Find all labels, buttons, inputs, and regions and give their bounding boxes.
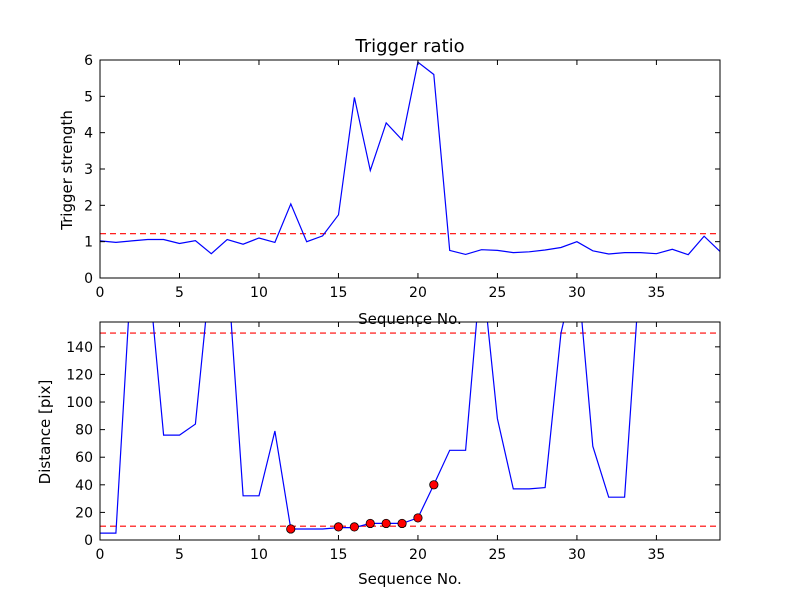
trigger-y-tick-label: 2 <box>84 198 93 214</box>
distance-x-tick-label: 30 <box>568 547 586 563</box>
distance-chart: Sequence No. Distance [pix] 0 5 10 15 20 25 30… <box>36 321 721 588</box>
distance-y-tick-label: 100 <box>66 395 93 411</box>
distance-plot-area <box>100 322 720 534</box>
distance-axes-frame <box>99 321 721 541</box>
trigger-ratio-title: Trigger ratio <box>354 36 464 57</box>
trigger-plot-area <box>100 61 720 256</box>
distance-x-tick-label: 0 <box>96 547 105 563</box>
trigger-y-tick-label: 0 <box>84 271 93 287</box>
distance-y-axis-label: Distance [pix] <box>36 380 54 485</box>
trigger-y-tick-label: 1 <box>84 235 93 251</box>
distance-marker-point <box>365 518 375 529</box>
trigger-x-tick-label: 25 <box>489 285 507 301</box>
distance-marker-point <box>286 524 296 534</box>
trigger-x-tick-label: 0 <box>96 285 105 301</box>
distance-y-tick-label: 120 <box>66 367 93 383</box>
distance-marker-point <box>333 522 344 532</box>
trigger-x-tick-label: 15 <box>330 285 348 301</box>
trigger-y-tick-label: 3 <box>84 162 93 178</box>
trigger-series-line-0 <box>100 61 720 256</box>
trigger-x-tick-label: 30 <box>568 285 586 301</box>
distance-marker-point <box>429 480 439 490</box>
distance-marker-point <box>397 518 407 529</box>
trigger-y-tick-label: 6 <box>84 53 93 69</box>
distance-y-tick-label: 80 <box>75 423 93 439</box>
distance-x-tick-label: 35 <box>647 547 665 563</box>
distance-x-tick-label: 10 <box>250 547 268 563</box>
trigger-x-tick-label: 5 <box>175 285 184 301</box>
distance-marker-point <box>413 513 423 523</box>
trigger-x-tick-label: 20 <box>409 285 427 301</box>
distance-marker-point <box>381 518 391 529</box>
distance-x-tick-label: 5 <box>175 547 184 563</box>
distance-y-tick-label: 20 <box>75 505 93 521</box>
distance-y-tick-label: 60 <box>75 450 93 466</box>
distance-y-tick-label: 140 <box>66 340 93 356</box>
trigger-y-tick-label: 4 <box>84 126 93 142</box>
distance-y-tick-label: 0 <box>84 533 93 549</box>
trigger-ratio-chart: Trigger ratio Sequence No. Trigger stren… <box>58 36 721 328</box>
distance-series-line-0 <box>100 322 638 534</box>
distance-x-tick-label: 25 <box>489 547 507 563</box>
trigger-x-axis-label: Sequence No. <box>358 310 462 328</box>
distance-x-tick-label: 15 <box>330 547 348 563</box>
trigger-x-tick-label: 35 <box>647 285 665 301</box>
trigger-y-tick-label: 5 <box>84 89 93 105</box>
distance-y-tick-label: 40 <box>75 478 93 494</box>
trigger-y-axis-label: Trigger strength <box>58 110 76 231</box>
trigger-x-tick-label: 10 <box>250 285 268 301</box>
distance-x-axis-label: Sequence No. <box>358 570 462 588</box>
distance-x-tick-label: 20 <box>409 547 427 563</box>
distance-marker-point <box>349 522 359 532</box>
